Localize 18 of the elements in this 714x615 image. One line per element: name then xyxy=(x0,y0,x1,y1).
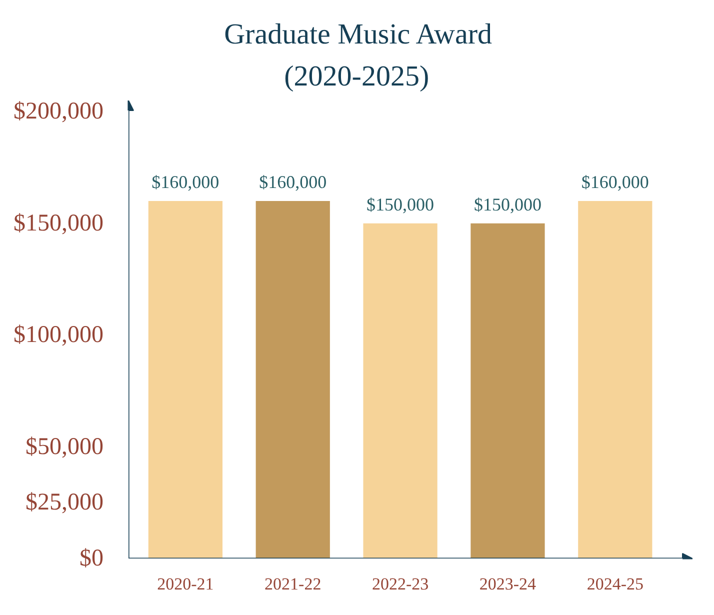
x-tick-label: 2023-24 xyxy=(479,574,537,594)
y-tick-label: $200,000 xyxy=(14,98,104,125)
y-tick-label: $0 xyxy=(80,546,104,572)
chart-title: Graduate Music Award xyxy=(224,18,493,50)
data-label: $150,000 xyxy=(366,194,434,214)
y-tick-label: $25,000 xyxy=(26,490,104,516)
x-tick-label: 2020-21 xyxy=(157,574,214,594)
data-label: $160,000 xyxy=(259,172,327,192)
y-tick-label: $150,000 xyxy=(14,210,104,236)
data-label: $160,000 xyxy=(581,172,649,192)
x-tick-label: 2024-25 xyxy=(586,574,644,594)
y-tick-label: $50,000 xyxy=(26,434,104,460)
x-tick-label: 2022-23 xyxy=(372,574,429,594)
data-label: $160,000 xyxy=(152,172,220,192)
x-tick-label: 2021-22 xyxy=(264,574,322,594)
y-tick-label: $100,000 xyxy=(14,322,104,348)
chart-subtitle: (2020-2025) xyxy=(284,60,430,92)
data-label: $150,000 xyxy=(474,194,542,214)
